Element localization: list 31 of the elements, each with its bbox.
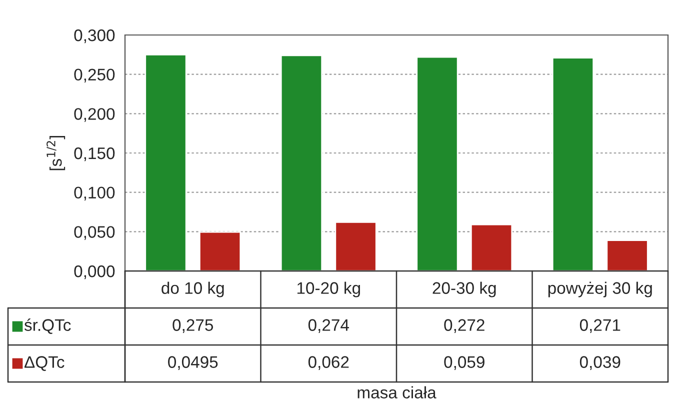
x-tick-label: do 10 kg xyxy=(162,282,224,298)
y-tick-label: 0,000 xyxy=(74,265,115,280)
y-tick-label: 0,100 xyxy=(74,186,115,201)
data-label: 0,062 xyxy=(308,356,349,370)
bar xyxy=(334,222,377,271)
y-tick-label: 0,300 xyxy=(74,29,115,44)
data-label: 0,272 xyxy=(444,319,484,333)
legend-label: ΔQTc xyxy=(24,356,64,371)
legend-label: śr.QTc xyxy=(24,318,71,334)
bar xyxy=(552,57,594,271)
y-tick-label: 0,050 xyxy=(74,226,115,240)
y-tick-label: 0,150 xyxy=(74,147,115,162)
y-axis-title: [s$^{1/2}$] xyxy=(46,136,66,170)
data-label: 0,0495 xyxy=(168,356,218,370)
bar xyxy=(198,231,242,271)
data-label: 0,059 xyxy=(444,356,484,370)
data-label: 0,274 xyxy=(308,319,349,333)
bar xyxy=(606,240,648,271)
bar xyxy=(470,224,513,271)
bar xyxy=(416,56,458,271)
x-tick-label: 10-20 kg xyxy=(297,282,360,298)
text: masa ciała xyxy=(358,386,436,398)
bar xyxy=(280,54,323,271)
data-label: 0,275 xyxy=(172,319,214,333)
y-tick-label: 0,250 xyxy=(74,68,115,83)
data-label: 0,271 xyxy=(580,319,620,333)
y-tick-label: 0,200 xyxy=(74,108,115,122)
data-label: 0,039 xyxy=(580,356,620,370)
x-tick-label: powyżej 30 kg xyxy=(548,282,652,298)
bar xyxy=(144,54,187,271)
x-tick-label: 20-30 kg xyxy=(432,282,496,298)
